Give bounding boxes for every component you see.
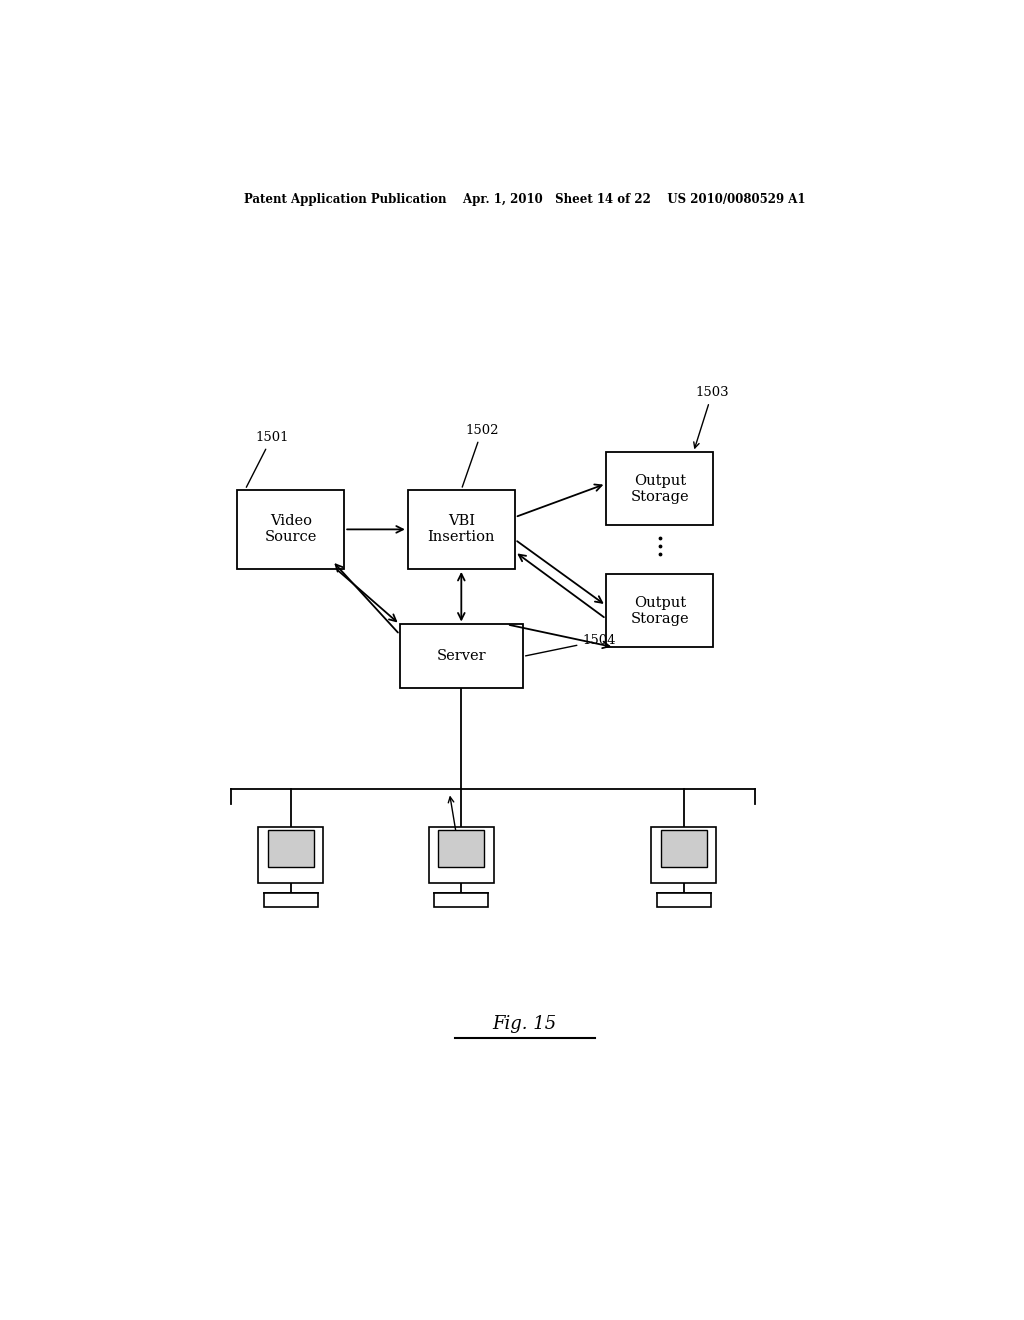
Bar xyxy=(399,624,523,689)
Text: 1502: 1502 xyxy=(462,424,499,487)
Bar xyxy=(258,826,324,883)
Bar xyxy=(606,453,714,525)
Text: 1501: 1501 xyxy=(247,430,289,487)
Bar xyxy=(267,830,313,867)
Bar xyxy=(264,892,317,907)
Text: 1505: 1505 xyxy=(444,797,478,871)
Text: Patent Application Publication    Apr. 1, 2010   Sheet 14 of 22    US 2010/00805: Patent Application Publication Apr. 1, 2… xyxy=(244,193,806,206)
Text: Fig. 15: Fig. 15 xyxy=(493,1015,557,1034)
Bar xyxy=(651,826,716,883)
Bar xyxy=(606,574,714,647)
Text: Server: Server xyxy=(436,649,486,664)
Text: 1504: 1504 xyxy=(525,634,615,656)
Bar xyxy=(408,490,515,569)
Bar xyxy=(656,892,711,907)
Bar xyxy=(238,490,344,569)
Bar xyxy=(434,892,488,907)
Bar xyxy=(429,826,494,883)
Bar xyxy=(660,830,707,867)
Text: 1503: 1503 xyxy=(694,387,729,447)
Text: VBI
Insertion: VBI Insertion xyxy=(428,515,495,544)
Text: Video
Source: Video Source xyxy=(264,515,316,544)
Bar xyxy=(438,830,484,867)
Text: Output
Storage: Output Storage xyxy=(631,474,689,504)
Text: Output
Storage: Output Storage xyxy=(631,595,689,626)
